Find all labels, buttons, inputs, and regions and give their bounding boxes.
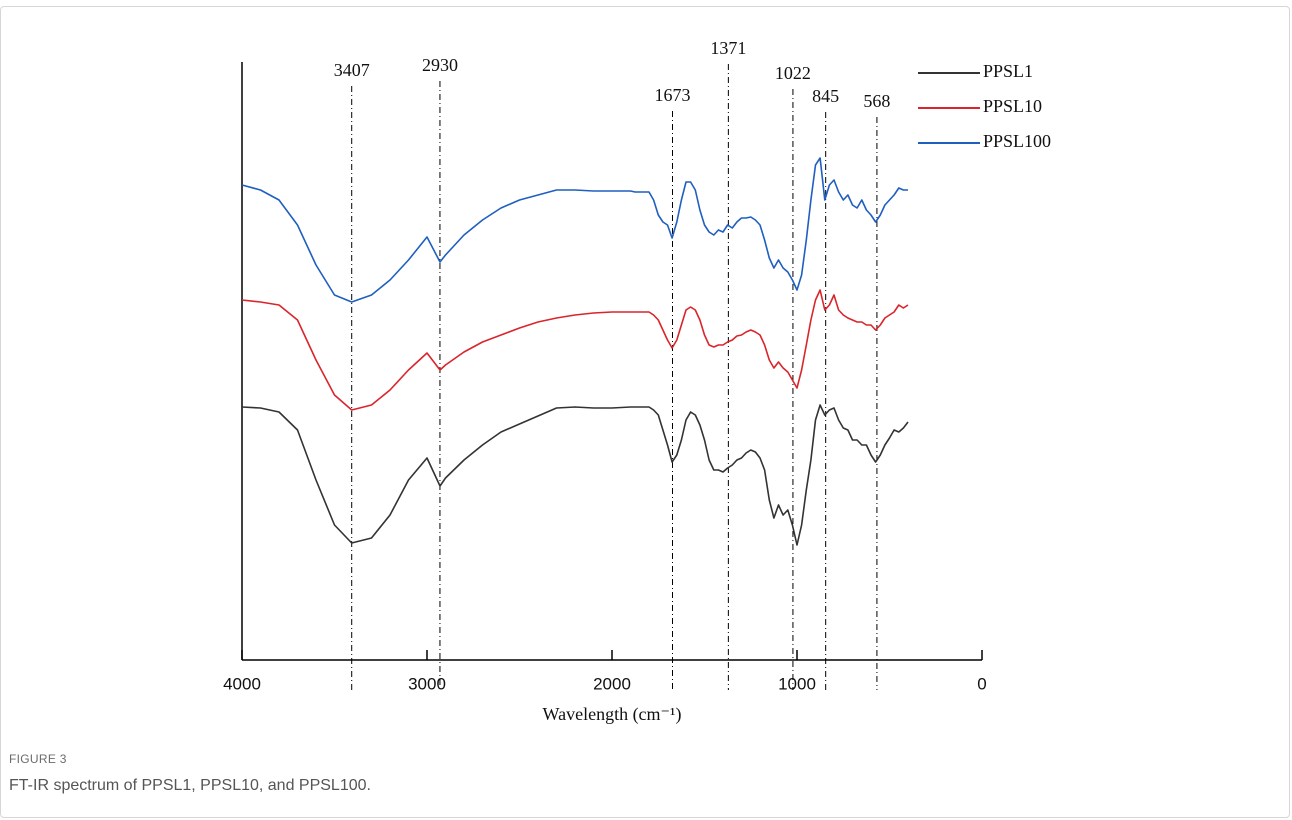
x-tick-label: 3000 <box>408 674 446 693</box>
peak-label: 845 <box>812 86 839 106</box>
peak-label: 568 <box>863 91 890 111</box>
peak-label: 1022 <box>775 63 811 83</box>
peak-label: 1371 <box>710 38 746 58</box>
legend-label: PPSL100 <box>983 131 1051 151</box>
x-tick-label: 4000 <box>223 674 261 693</box>
figure-label: FIGURE 3 <box>9 752 67 766</box>
figure-caption: FT-IR spectrum of PPSL1, PPSL10, and PPS… <box>9 777 371 794</box>
x-axis-label: Wavelength (cm⁻¹) <box>543 704 682 725</box>
x-tick-label: 0 <box>977 674 986 693</box>
peak-label: 2930 <box>422 55 458 75</box>
x-tick-label: 1000 <box>778 674 816 693</box>
legend-label: PPSL1 <box>983 61 1033 81</box>
legend-label: PPSL10 <box>983 96 1042 116</box>
peak-label: 3407 <box>334 60 370 80</box>
spectrum-line <box>241 289 909 411</box>
spectrum-line <box>241 404 909 546</box>
figure-frame <box>0 6 1290 818</box>
peak-label: 1673 <box>654 85 690 105</box>
x-tick-label: 2000 <box>593 674 631 693</box>
spectrum-line <box>241 157 908 303</box>
chart: Wavelength (cm⁻¹) 4000 3000 2000 1000 0 3407 2… <box>223 38 1051 725</box>
